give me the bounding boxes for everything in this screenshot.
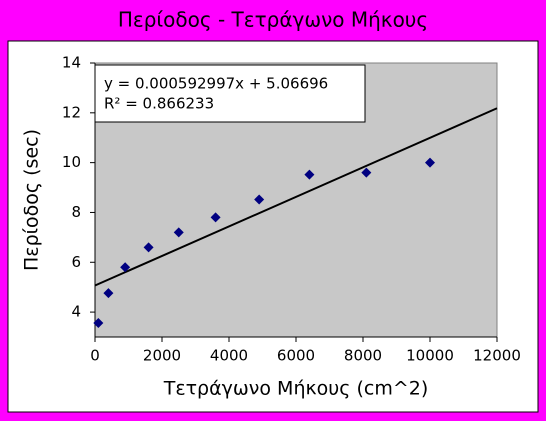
y-tick-label: 4: [71, 303, 81, 321]
x-tick-label: 4000: [210, 347, 248, 365]
data-point: [143, 242, 154, 253]
x-tick-label: 12000: [473, 347, 521, 365]
chart-title: Περίοδος - Τετράγωνο Μήκους: [118, 8, 428, 32]
data-point: [103, 288, 114, 299]
y-tick-label: 14: [62, 54, 81, 72]
y-tick-label: 6: [71, 253, 81, 271]
data-point: [120, 262, 131, 273]
trendline: [94, 107, 498, 287]
x-tick-label: 10000: [406, 347, 454, 365]
trendline-equation: y = 0.000592997x + 5.06696: [104, 75, 328, 93]
x-axis-label: Τετράγωνο Μήκους (cm^2): [163, 378, 429, 400]
y-tick-label: 8: [71, 203, 81, 221]
data-point: [173, 227, 184, 238]
trendline-r2: R² = 0.866233: [104, 95, 214, 113]
x-tick-label: 6000: [277, 347, 315, 365]
data-point: [304, 169, 315, 180]
data-point: [425, 157, 435, 168]
x-tick-label: 2000: [143, 347, 181, 365]
data-point: [254, 194, 265, 205]
data-point: [361, 167, 372, 178]
data-point: [210, 212, 221, 223]
y-tick-label: 12: [62, 103, 81, 121]
data-point: [93, 318, 104, 329]
y-axis-label: Περίοδος (sec): [21, 129, 43, 271]
x-tick-label: 8000: [344, 347, 382, 365]
y-tick-label: 10: [62, 153, 81, 171]
trendline-label-box: [94, 64, 366, 123]
x-tick-label: 0: [90, 347, 100, 365]
